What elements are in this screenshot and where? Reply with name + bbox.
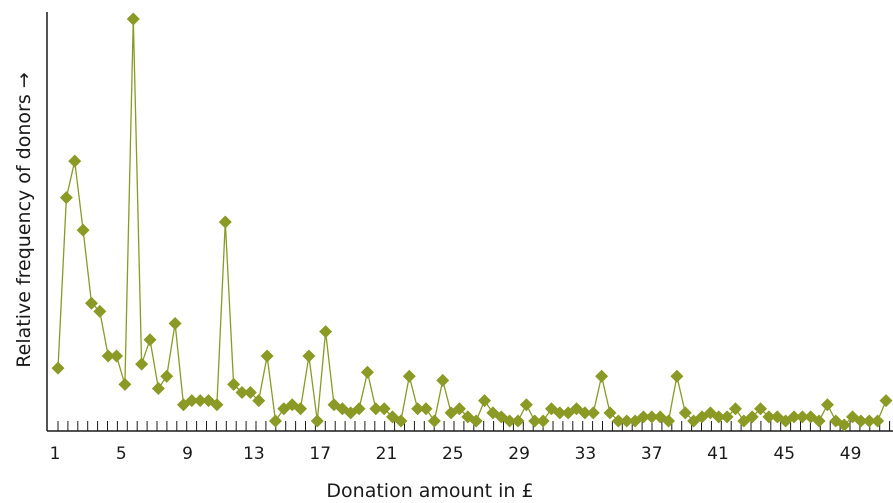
axes: [46, 12, 893, 432]
data-point-diamond: [84, 296, 98, 310]
data-point-diamond: [193, 394, 207, 408]
data-point-diamond: [160, 369, 174, 383]
data-point-diamond: [862, 414, 876, 428]
data-point-diamond: [59, 191, 73, 205]
data-point-diamond: [712, 410, 726, 424]
data-point-diamond: [360, 365, 374, 379]
data-point-diamond: [728, 402, 742, 416]
data-point-diamond: [503, 414, 517, 428]
data-point-diamond: [143, 333, 157, 347]
data-point-diamond: [411, 402, 425, 416]
data-point-diamond: [754, 402, 768, 416]
data-point-diamond: [578, 406, 592, 420]
data-point-diamond: [837, 418, 851, 432]
data-point-diamond: [402, 369, 416, 383]
data-point-diamond: [93, 304, 107, 318]
data-point-diamond: [528, 414, 542, 428]
data-point-diamond: [377, 402, 391, 416]
data-point-diamond: [252, 394, 266, 408]
data-point-diamond: [168, 317, 182, 330]
series-line: [57, 18, 887, 426]
x-tick-label: 1: [50, 444, 61, 464]
x-tick-label: 9: [182, 444, 193, 464]
data-point-diamond: [319, 325, 333, 339]
data-point-diamond: [645, 410, 659, 424]
data-point-diamond: [603, 406, 617, 420]
data-point-diamond: [720, 410, 734, 424]
x-tick-label: 17: [309, 444, 331, 464]
data-point-diamond: [670, 369, 684, 383]
data-point-diamond: [76, 223, 90, 237]
data-point-diamond: [394, 414, 408, 428]
data-point-diamond: [369, 402, 383, 416]
data-point-diamond: [820, 398, 834, 412]
x-tick-label: 45: [773, 444, 795, 464]
data-point-diamond: [854, 414, 868, 428]
data-point-diamond: [678, 406, 692, 420]
data-point-diamond: [662, 414, 676, 428]
data-point-diamond: [478, 394, 492, 408]
data-point-diamond: [68, 154, 82, 168]
x-tick-label: 37: [641, 444, 663, 464]
x-tick-label: 25: [442, 444, 464, 464]
x-tick-label: 49: [840, 444, 862, 464]
data-point-diamond: [636, 410, 650, 424]
data-point-diamond: [126, 12, 140, 26]
data-point-diamond: [294, 402, 308, 416]
data-point-diamond: [469, 414, 483, 428]
data-point-diamond: [536, 414, 550, 428]
y-axis-title: Relative frequency of donors →: [13, 72, 35, 367]
data-point-diamond: [110, 349, 124, 363]
data-point-diamond: [218, 215, 232, 229]
data-point-diamond: [243, 386, 257, 400]
data-point-diamond: [611, 414, 625, 428]
data-point-diamond: [419, 402, 433, 416]
data-point-diamond: [620, 414, 634, 428]
data-point-diamond: [118, 377, 132, 391]
data-point-diamond: [586, 406, 600, 420]
data-point-diamond: [812, 414, 826, 428]
data-point-diamond: [762, 410, 776, 424]
data-point-diamond: [268, 414, 282, 428]
data-point-diamond: [352, 402, 366, 416]
data-point-diamond: [871, 414, 885, 428]
data-point-diamond: [553, 406, 567, 420]
data-point-diamond: [519, 398, 533, 412]
data-point-diamond: [235, 386, 249, 400]
data-point-diamond: [745, 410, 759, 424]
data-point-diamond: [452, 402, 466, 416]
data-point-diamond: [787, 410, 801, 424]
data-point-diamond: [210, 398, 224, 412]
data-point-diamond: [101, 349, 115, 363]
data-point-diamond: [427, 414, 441, 428]
x-tick-label: 29: [508, 444, 530, 464]
x-tick-label: 5: [116, 444, 127, 464]
data-point-diamond: [302, 349, 316, 363]
x-tick-label: 21: [376, 444, 398, 464]
data-point-diamond: [595, 369, 609, 383]
data-point-diamond: [260, 349, 274, 363]
data-point-diamond: [151, 381, 165, 395]
x-axis-title: Donation amount in £: [326, 480, 533, 502]
data-point-diamond: [879, 394, 893, 408]
data-point-diamond: [310, 414, 324, 428]
x-tick-labels: 1591317212529333741454953: [50, 444, 862, 464]
data-point-diamond: [436, 373, 450, 387]
data-point-diamond: [51, 361, 65, 375]
data-point-diamond: [185, 394, 199, 408]
data-point-diamond: [795, 410, 809, 424]
series-layer: [51, 12, 893, 432]
x-tick-label: 13: [243, 444, 265, 464]
data-point-diamond: [135, 357, 149, 371]
data-point-diamond: [511, 414, 525, 428]
x-tick-label: 33: [575, 444, 597, 464]
data-point-diamond: [227, 377, 241, 391]
x-tick-label: 41: [707, 444, 729, 464]
